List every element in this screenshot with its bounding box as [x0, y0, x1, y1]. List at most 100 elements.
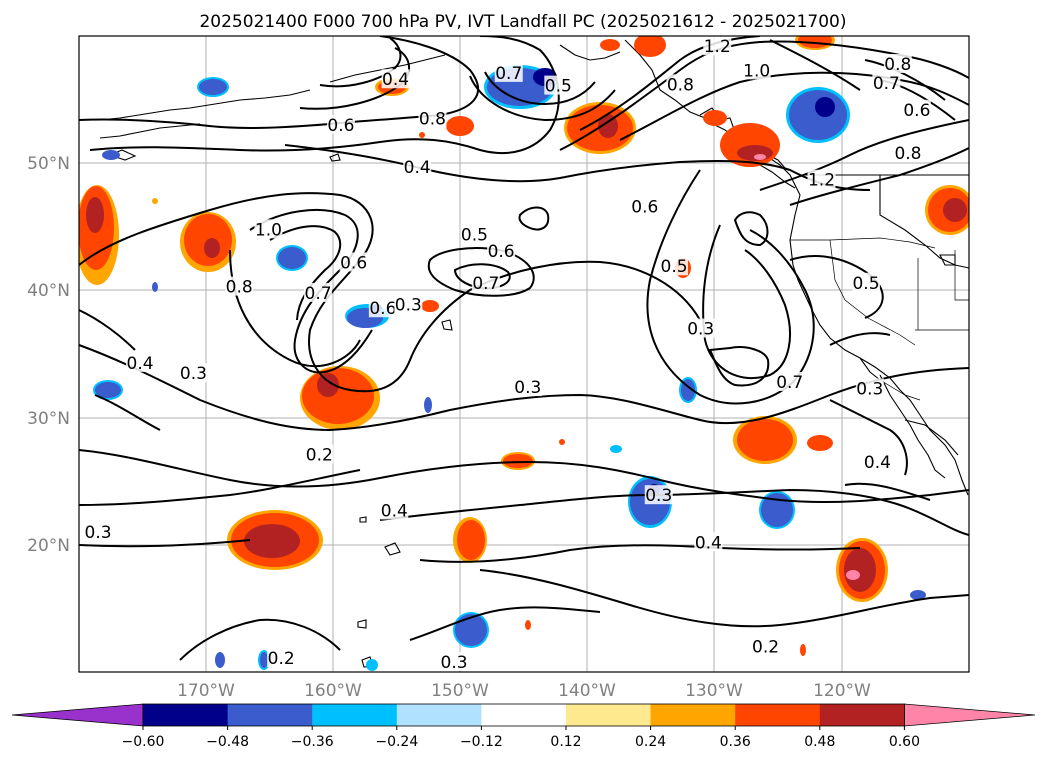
longitude-labels: 170°W 160°W 150°W 140°W 130°W 120°W — [177, 681, 871, 701]
contour-label: 0.8 — [667, 75, 694, 95]
colorbar-tick-label: −0.36 — [291, 734, 334, 750]
latitude-labels: 50°N 40°N 30°N 20°N — [27, 154, 70, 556]
contour-label: 0.7 — [873, 74, 900, 94]
lat-label: 40°N — [27, 281, 70, 301]
contour-label-bg — [751, 636, 780, 656]
contour-label-bg — [267, 648, 296, 668]
contour-label-bg — [179, 363, 208, 383]
colorbar-segment — [650, 704, 736, 726]
lon-label: 120°W — [813, 681, 871, 701]
contour-label-bg — [403, 157, 432, 177]
colorbar-segment — [481, 704, 567, 726]
contour-label-bg — [644, 485, 673, 505]
contour-label: 0.5 — [545, 77, 572, 97]
lat-label: 20°N — [27, 536, 70, 556]
contour-label-bg — [852, 272, 881, 292]
contour-label: 0.7 — [472, 274, 499, 294]
contour-label: 0.8 — [226, 278, 253, 298]
contour-label: 0.7 — [776, 373, 803, 393]
colorbar-segment — [143, 704, 229, 726]
contour-label: 0.4 — [864, 453, 891, 473]
colorbar-tick-label: −0.48 — [206, 734, 249, 750]
lat-label: 30°N — [27, 409, 70, 429]
contour-label-bg — [380, 500, 409, 520]
colorbar-extend-max — [904, 703, 1036, 727]
contour-label: 0.6 — [488, 242, 515, 262]
contour-label: 0.7 — [495, 64, 522, 84]
contour-label: 1.2 — [704, 37, 731, 57]
contour-label: 0.6 — [903, 101, 930, 121]
colorbar-ticks: −0.60 −0.48 −0.36 −0.24 −0.12 0.12 0.24 0.36 0.4… — [122, 726, 920, 750]
contour-label: 1.2 — [808, 171, 835, 191]
contour-label: 0.8 — [419, 110, 446, 130]
contour-label-bg — [471, 272, 500, 292]
lon-label: 150°W — [431, 681, 489, 701]
contour-label-bg — [126, 352, 155, 372]
contour-label: 0.6 — [631, 197, 658, 217]
contour-label-bg — [872, 73, 901, 93]
colorbar-tick-label: −0.60 — [122, 734, 165, 750]
colorbar-tick-label: −0.24 — [375, 734, 418, 750]
colorbar-extend-min — [11, 703, 144, 727]
contour-label-bg — [460, 224, 489, 244]
contour-label-bg — [694, 532, 723, 552]
contour-label-bg — [368, 298, 397, 318]
contour-label: 1.0 — [743, 61, 770, 81]
contour-label: 0.4 — [382, 70, 409, 90]
contour-label-bg — [686, 318, 715, 338]
contour-label-bg — [394, 294, 423, 314]
contour-label-bg — [225, 276, 254, 296]
contour-label: 0.8 — [884, 55, 911, 75]
contour-label-bg — [666, 74, 695, 94]
contour-label-bg — [513, 377, 542, 397]
lon-label: 140°W — [558, 681, 616, 701]
map-title: 2025021400 F000 700 hPa PV, IVT Landfall… — [199, 12, 846, 32]
contour-label: 0.6 — [369, 299, 396, 319]
colorbar-tick-label: 0.60 — [889, 734, 920, 750]
contour-label-bg — [660, 256, 689, 276]
contour-label: 0.3 — [441, 653, 468, 673]
contour-label: 0.7 — [305, 284, 332, 304]
colorbar-border — [142, 703, 905, 727]
colorbar-segments — [11, 703, 1036, 727]
colorbar-tick-label: 0.12 — [550, 734, 581, 750]
colorbar-tick-label: −0.12 — [460, 734, 503, 750]
contour-label-bg — [487, 240, 516, 260]
contour-label: 0.3 — [395, 295, 422, 315]
colorbar-segment — [227, 704, 313, 726]
colorbar-segment — [735, 704, 821, 726]
contour-label: 0.4 — [695, 533, 722, 553]
contour-label: 0.3 — [85, 523, 112, 543]
lon-label: 130°W — [685, 681, 743, 701]
contour-label: 0.6 — [340, 253, 367, 273]
contour-label-bg — [305, 444, 334, 464]
contour-label: 0.2 — [268, 649, 295, 669]
colorbar-segment — [312, 704, 398, 726]
lon-label: 160°W — [304, 681, 362, 701]
contour-label-bg — [775, 371, 804, 391]
colorbar-tick-label: 0.48 — [804, 734, 835, 750]
contour-label: 0.3 — [687, 320, 714, 340]
map-frame — [78, 35, 970, 673]
contour-label: 1.0 — [255, 220, 282, 240]
contour-label: 0.4 — [404, 158, 431, 178]
contour-label: 0.3 — [645, 486, 672, 506]
contour-label-bg — [254, 219, 283, 239]
contour-label-bg — [339, 252, 368, 272]
lat-label: 50°N — [27, 154, 70, 174]
contour-label: 0.4 — [381, 501, 408, 521]
contour-label-bg — [855, 378, 884, 398]
contour-label-bg — [494, 62, 523, 82]
contour-label-bg — [902, 99, 931, 119]
colorbar-segment — [819, 704, 905, 726]
contour-label: 0.3 — [856, 379, 883, 399]
contour-label-bg — [883, 53, 912, 73]
colorbar-tick-label: 0.36 — [720, 734, 751, 750]
contour-label: 0.3 — [180, 364, 207, 384]
contour-label-bg — [863, 452, 892, 472]
contour-label-bg — [440, 651, 469, 671]
lon-label: 170°W — [177, 681, 235, 701]
contour-label-bg — [742, 60, 771, 80]
contour-label-bg — [893, 143, 922, 163]
